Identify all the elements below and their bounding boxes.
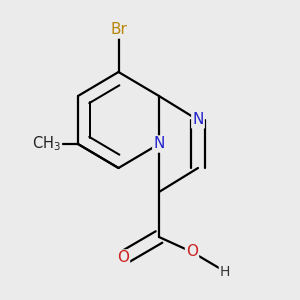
Text: Br: Br [110,22,127,38]
Text: N: N [153,136,165,152]
Text: O: O [117,250,129,266]
Text: N: N [192,112,204,128]
Text: H: H [220,265,230,278]
Text: CH$_3$: CH$_3$ [32,135,61,153]
Text: O: O [186,244,198,260]
